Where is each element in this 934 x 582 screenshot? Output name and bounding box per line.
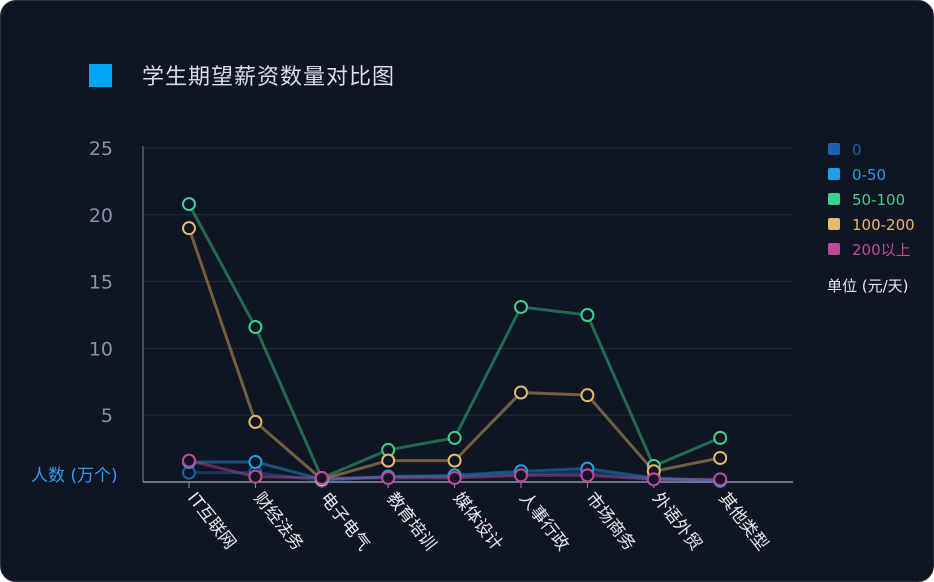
- legend-label: 100-200: [852, 216, 915, 234]
- x-tick-label: IT互联网: [183, 489, 240, 554]
- data-point[interactable]: [182, 221, 196, 236]
- x-tick-label: 财经法务: [249, 489, 307, 555]
- data-point[interactable]: [182, 453, 196, 468]
- data-point[interactable]: [713, 472, 728, 487]
- x-tick-label: 教育培训: [382, 489, 440, 555]
- legend-label: 0: [852, 141, 862, 159]
- data-point[interactable]: [381, 453, 396, 468]
- x-tick-label: 外语外贸: [648, 489, 706, 555]
- legend-label: 50-100: [852, 191, 905, 209]
- data-point[interactable]: [314, 470, 329, 485]
- series-group: [182, 197, 728, 488]
- legend-swatch: [828, 143, 840, 155]
- data-point[interactable]: [514, 299, 528, 314]
- x-tick-label: 其他类型: [714, 489, 772, 555]
- data-point[interactable]: [646, 472, 661, 487]
- x-tick-labels: IT互联网 财经法务 电子电气 教育培训 媒体设计 人事行政 市场商务 外语外贸 其他类型: [183, 482, 772, 555]
- data-point[interactable]: [514, 468, 528, 483]
- data-point[interactable]: [713, 430, 728, 445]
- legend-item[interactable]: 200以上: [828, 241, 911, 259]
- legend[interactable]: 0 0-50 50-100 100-200 200以上: [828, 141, 915, 259]
- y-tick-label: 15: [89, 272, 113, 294]
- data-point[interactable]: [447, 430, 462, 445]
- x-tick-label: 市场商务: [581, 489, 639, 555]
- legend-label: 200以上: [852, 241, 911, 259]
- legend-item[interactable]: 50-100: [828, 191, 905, 209]
- y-tick-label: 10: [89, 338, 113, 360]
- series-2: [182, 197, 728, 485]
- y-tick-label: 5: [101, 405, 113, 427]
- chart-title: 学生期望薪资数量对比图: [142, 65, 396, 90]
- data-point[interactable]: [182, 197, 196, 212]
- legend-swatch: [828, 193, 840, 205]
- data-point[interactable]: [381, 470, 396, 485]
- grid-lines: [143, 147, 793, 416]
- y-axis-label: 人数 (万个): [31, 466, 118, 486]
- y-tick-labels: 5 10 15 20 25: [89, 138, 113, 427]
- legend-item[interactable]: 0-50: [828, 166, 886, 184]
- legend-swatch: [828, 168, 840, 180]
- legend-item[interactable]: 100-200: [828, 216, 915, 234]
- data-point[interactable]: [248, 414, 263, 429]
- data-point[interactable]: [248, 454, 263, 469]
- x-tick-label: 人事行政: [515, 489, 573, 555]
- chart-header: 学生期望薪资数量对比图: [89, 59, 395, 91]
- series-4: [182, 453, 728, 487]
- data-point[interactable]: [713, 450, 728, 465]
- title-marker-icon: [89, 63, 112, 87]
- x-tick-label: 电子电气: [316, 489, 374, 555]
- data-point[interactable]: [248, 320, 263, 335]
- legend-item[interactable]: 0: [828, 141, 862, 159]
- data-point[interactable]: [580, 388, 595, 403]
- data-point[interactable]: [447, 470, 462, 485]
- data-point[interactable]: [447, 453, 462, 468]
- legend-label: 0-50: [852, 166, 886, 184]
- unit-label: 单位 (元/天): [827, 277, 909, 295]
- data-point[interactable]: [580, 308, 595, 322]
- data-point[interactable]: [514, 385, 528, 400]
- data-point[interactable]: [580, 468, 595, 483]
- legend-swatch: [828, 218, 840, 230]
- y-tick-label: 20: [89, 205, 113, 227]
- axes: [142, 146, 793, 483]
- y-tick-label: 25: [89, 138, 113, 160]
- data-point[interactable]: [248, 469, 263, 484]
- legend-swatch: [828, 243, 840, 255]
- x-tick-label: 媒体设计: [449, 489, 507, 555]
